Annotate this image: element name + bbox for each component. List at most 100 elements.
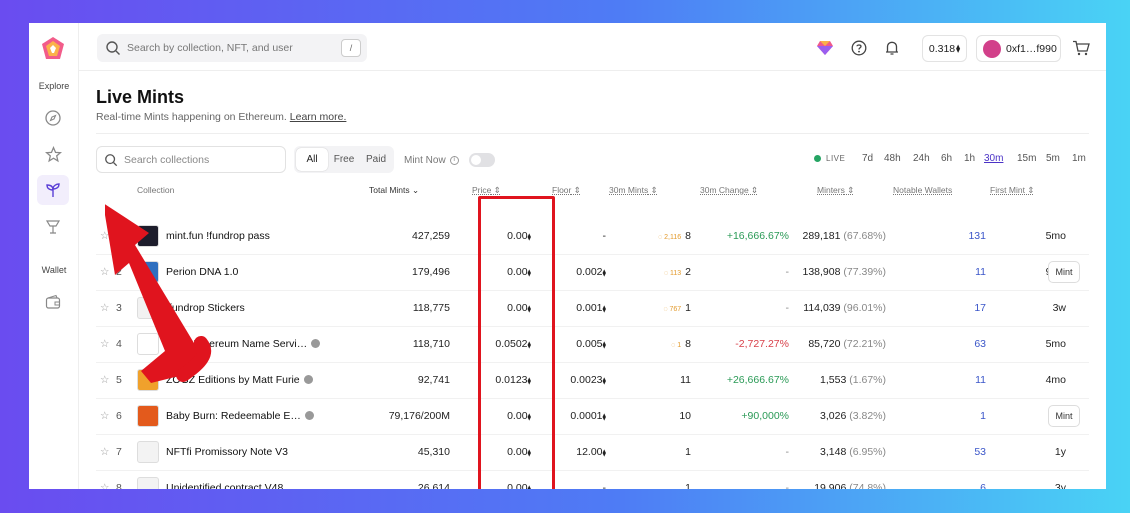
minters-pct: (6.95%) — [849, 446, 886, 458]
total-mints: 26,614 — [417, 482, 450, 489]
segment-all[interactable]: All — [296, 148, 328, 171]
collection-search-input[interactable]: Search collections — [96, 146, 286, 173]
segment-free[interactable]: Free — [333, 154, 355, 165]
mints-30m: 1 — [621, 470, 691, 489]
bell-icon[interactable] — [882, 38, 902, 58]
time-1m[interactable]: 1m — [1072, 153, 1086, 164]
favorite-star-icon[interactable]: ☆ — [100, 230, 110, 242]
col-30m-mints[interactable]: 30m Mints ⇕ — [609, 185, 658, 195]
trophy-icon[interactable] — [42, 216, 64, 238]
time-15m[interactable]: 15m — [1017, 153, 1037, 164]
time-7d[interactable]: 7d — [862, 153, 874, 164]
col-price-label: Price — [472, 185, 492, 195]
mints-30m-text: 8 — [685, 230, 691, 242]
collection-name[interactable]: NFTfi Promissory Note V3 — [166, 434, 288, 470]
sidebar-explore-label: Explore — [38, 81, 70, 91]
table-row[interactable]: ☆ 7 NFTfi Promissory Note V3 45,310 0.00⧫ 12.… — [96, 434, 1089, 470]
collection-name[interactable]: mint.fun !fundrop pass — [166, 218, 270, 254]
change-30m: -2,727.27% — [735, 338, 789, 350]
col-total-mints[interactable]: Total Mints ⌄ — [369, 185, 420, 195]
favorite-star-icon[interactable]: ☆ — [100, 302, 110, 314]
table-row[interactable]: ☆ 5 ZOGZ Editions by Matt Furie 92,741 0.012… — [96, 362, 1089, 398]
activity-count: 767 — [669, 306, 682, 313]
table-row[interactable]: ☆ 3 !fundrop Stickers 118,775 0.00⧫ 0.001⧫ ◌ 7… — [96, 290, 1089, 326]
col-floor[interactable]: Floor ⇕ — [552, 185, 581, 195]
favorite-star-icon[interactable]: ☆ — [100, 374, 110, 386]
price-value-text: 0.00 — [507, 302, 528, 314]
row-rank: 2 — [116, 266, 122, 278]
time-24h[interactable]: 24h — [913, 153, 930, 164]
notable-wallets-link[interactable]: 1 — [980, 410, 986, 422]
notable-wallets-link[interactable]: 131 — [968, 230, 986, 242]
eth-icon: ⧫ — [527, 306, 531, 313]
live-mints-sprout-icon[interactable] — [37, 175, 69, 205]
favorite-star-icon[interactable]: ☆ — [100, 266, 110, 278]
notable-wallets-link[interactable]: 11 — [975, 374, 986, 386]
table-row[interactable]: ☆ 6 Baby Burn: Redeemable E… 79,176/200M 0.0… — [96, 398, 1089, 434]
time-5m[interactable]: 5m — [1046, 153, 1060, 164]
gem-icon[interactable] — [815, 38, 835, 58]
app-logo-icon[interactable] — [40, 35, 66, 61]
col-30m-change[interactable]: 30m Change ⇕ — [700, 185, 759, 195]
notable-wallets-link[interactable]: 17 — [974, 302, 986, 314]
mint-button[interactable]: Mint — [1048, 405, 1080, 427]
floor-value-text: 0.005 — [576, 338, 603, 350]
notable-wallets-link[interactable]: 53 — [974, 446, 986, 458]
col-minters[interactable]: Minters ⇕ — [817, 185, 855, 195]
table-row[interactable]: ☆ 2 Perion DNA 1.0 179,496 0.00⧫ 0.002⧫ ◌ 113 2… — [96, 254, 1089, 290]
favorite-star-icon[interactable]: ☆ — [100, 338, 110, 350]
collection-thumbnail — [137, 441, 159, 463]
floor-value-text: - — [602, 482, 607, 489]
change-30m: +16,666.67% — [726, 230, 789, 242]
price-value-text: 0.0502 — [495, 338, 528, 350]
mint-button[interactable]: Mint — [1048, 261, 1080, 283]
minters-count: 1,553 — [820, 374, 847, 386]
col-first-mint-label: First Mint — [990, 185, 1025, 195]
collection-name[interactable]: ZOGZ Editions by Matt Furie — [166, 362, 313, 398]
learn-more-link[interactable]: Learn more. — [289, 111, 347, 123]
row-divider — [96, 326, 1089, 327]
collection-name[interactable]: Perion DNA 1.0 — [166, 254, 238, 290]
favorite-star-icon[interactable]: ☆ — [100, 482, 110, 489]
row-rank: 5 — [116, 374, 122, 386]
wallet-account-button[interactable]: 0xf1…f990 — [976, 35, 1061, 62]
star-icon[interactable] — [42, 143, 64, 165]
eth-icon: ⧫ — [528, 486, 531, 489]
global-search-input[interactable]: Search by collection, NFT, and user / — [97, 34, 367, 62]
favorite-star-icon[interactable]: ☆ — [100, 446, 110, 458]
mints-30m: ◌ 113 2 — [621, 254, 691, 290]
col-price[interactable]: Price ⇕ — [472, 185, 501, 195]
col-notable-wallets[interactable]: Notable Wallets — [893, 185, 952, 195]
floor-value: 12.00⧫ — [551, 434, 606, 470]
cart-icon[interactable] — [1071, 38, 1091, 58]
collection-name-text: Perion DNA 1.0 — [166, 266, 239, 278]
time-48h[interactable]: 48h — [884, 153, 901, 164]
wallet-icon[interactable] — [42, 291, 64, 313]
segment-paid[interactable]: Paid — [365, 154, 386, 165]
collection-name[interactable]: !fundrop Stickers — [166, 290, 245, 326]
table-row[interactable]: ☆ 4 ENS: Ethereum Name Servi… 118,710 0.0502… — [96, 326, 1089, 362]
collection-thumbnail — [137, 405, 159, 427]
time-30m[interactable]: 30m — [984, 153, 1004, 164]
col-first-mint[interactable]: First Mint ⇕ — [990, 185, 1035, 195]
total-mints: 45,310 — [417, 446, 450, 458]
notable-wallets-link[interactable]: 11 — [975, 266, 986, 278]
price-value: 0.0123⧫ — [476, 362, 531, 398]
time-1h[interactable]: 1h — [964, 153, 976, 164]
mint-now-toggle[interactable] — [468, 153, 495, 167]
notable-wallets-link[interactable]: 6 — [980, 482, 986, 489]
favorite-star-icon[interactable]: ☆ — [100, 410, 110, 422]
compass-icon[interactable] — [42, 107, 64, 129]
notable-wallets-link[interactable]: 63 — [974, 338, 986, 350]
eth-balance-button[interactable]: 0.318 ⧫ — [922, 35, 967, 62]
floor-value: - — [551, 218, 607, 254]
collection-name[interactable]: Baby Burn: Redeemable E… — [166, 398, 314, 434]
global-search-placeholder: Search by collection, NFT, and user — [127, 42, 293, 54]
collection-name[interactable]: Unidentified contract V48 — [166, 470, 283, 489]
help-icon[interactable] — [849, 38, 869, 58]
minters-value: 289,181 (67.68%) — [796, 218, 887, 254]
time-6h[interactable]: 6h — [941, 153, 953, 164]
row-rank: 6 — [116, 410, 122, 422]
